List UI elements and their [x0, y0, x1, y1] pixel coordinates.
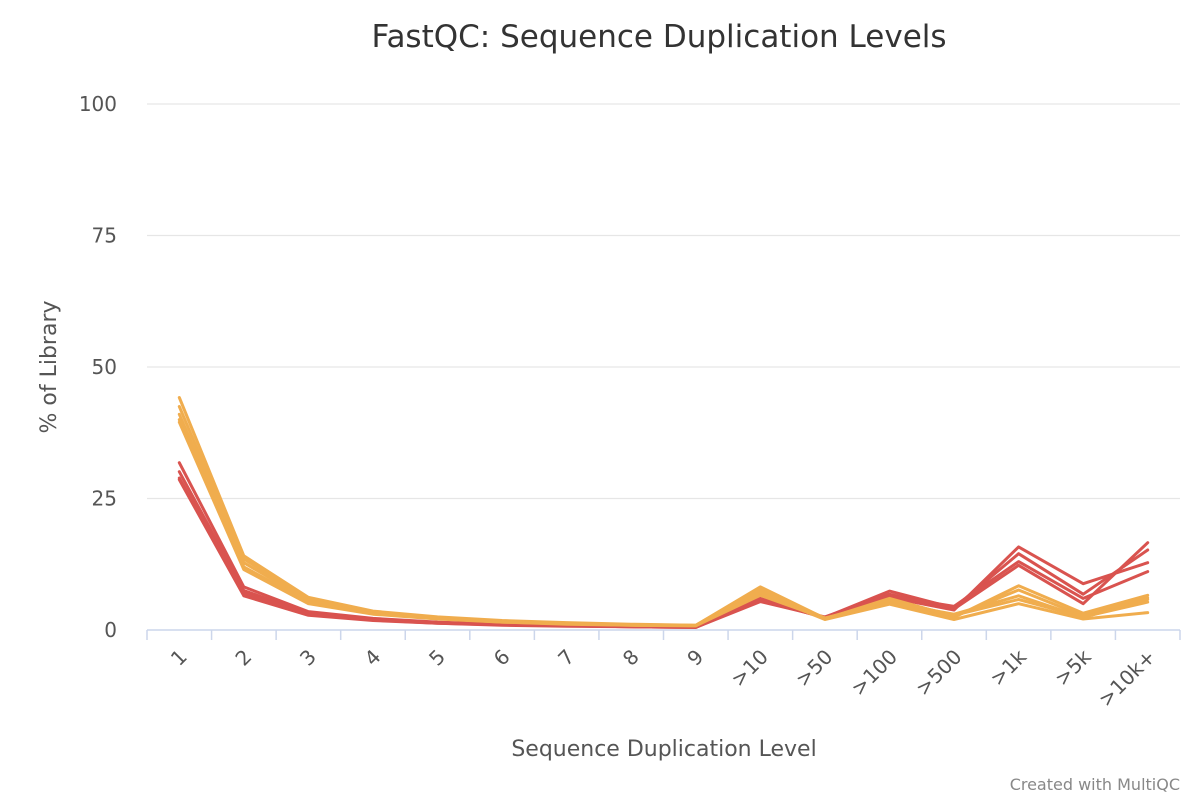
y-tick-label: 100: [79, 92, 117, 116]
y-tick-label: 0: [104, 618, 117, 642]
chart-title: FastQC: Sequence Duplication Levels: [371, 19, 946, 55]
x-tick-label: 2: [230, 645, 256, 671]
y-axis-label: % of Library: [37, 300, 62, 433]
y-tick-label: 75: [92, 224, 117, 248]
x-tick-label: >100: [846, 645, 902, 701]
grid-lines: [147, 103, 1180, 500]
x-tick-label: 8: [618, 645, 644, 671]
x-tick-label: >5k: [1050, 644, 1096, 690]
x-tick-label: >10: [726, 645, 773, 692]
x-tick-label: 3: [295, 645, 321, 671]
x-tick-label: 5: [424, 645, 450, 671]
x-tick-label: >500: [911, 645, 967, 701]
credits-link[interactable]: Created with MultiQC: [1010, 775, 1180, 794]
x-tick-label: 6: [489, 645, 515, 671]
x-tick-label: 7: [553, 645, 579, 671]
x-tick-label: >10k+: [1093, 645, 1160, 712]
x-tick-label: 4: [360, 645, 386, 671]
series-line-4[interactable]: [177, 476, 1150, 629]
x-axis: 1 2 3 4 5 6 7 8 9 >10 >50 >100 >500 >1k >5k>10k+: [146, 629, 1181, 712]
x-tick-label: >50: [791, 645, 838, 692]
x-tick-label: 9: [682, 645, 708, 671]
x-tick-label: >1k: [985, 644, 1031, 690]
y-tick-label: 50: [92, 355, 117, 379]
y-axis-ticks: 0 25 50 75 100: [79, 92, 117, 642]
series-line-9[interactable]: [177, 420, 1150, 628]
series-line-5[interactable]: [177, 396, 1150, 627]
series-lines: [177, 396, 1150, 629]
x-axis-label: Sequence Duplication Level: [511, 737, 816, 762]
y-tick-label: 25: [92, 487, 117, 511]
x-tick-label: 1: [166, 645, 192, 671]
